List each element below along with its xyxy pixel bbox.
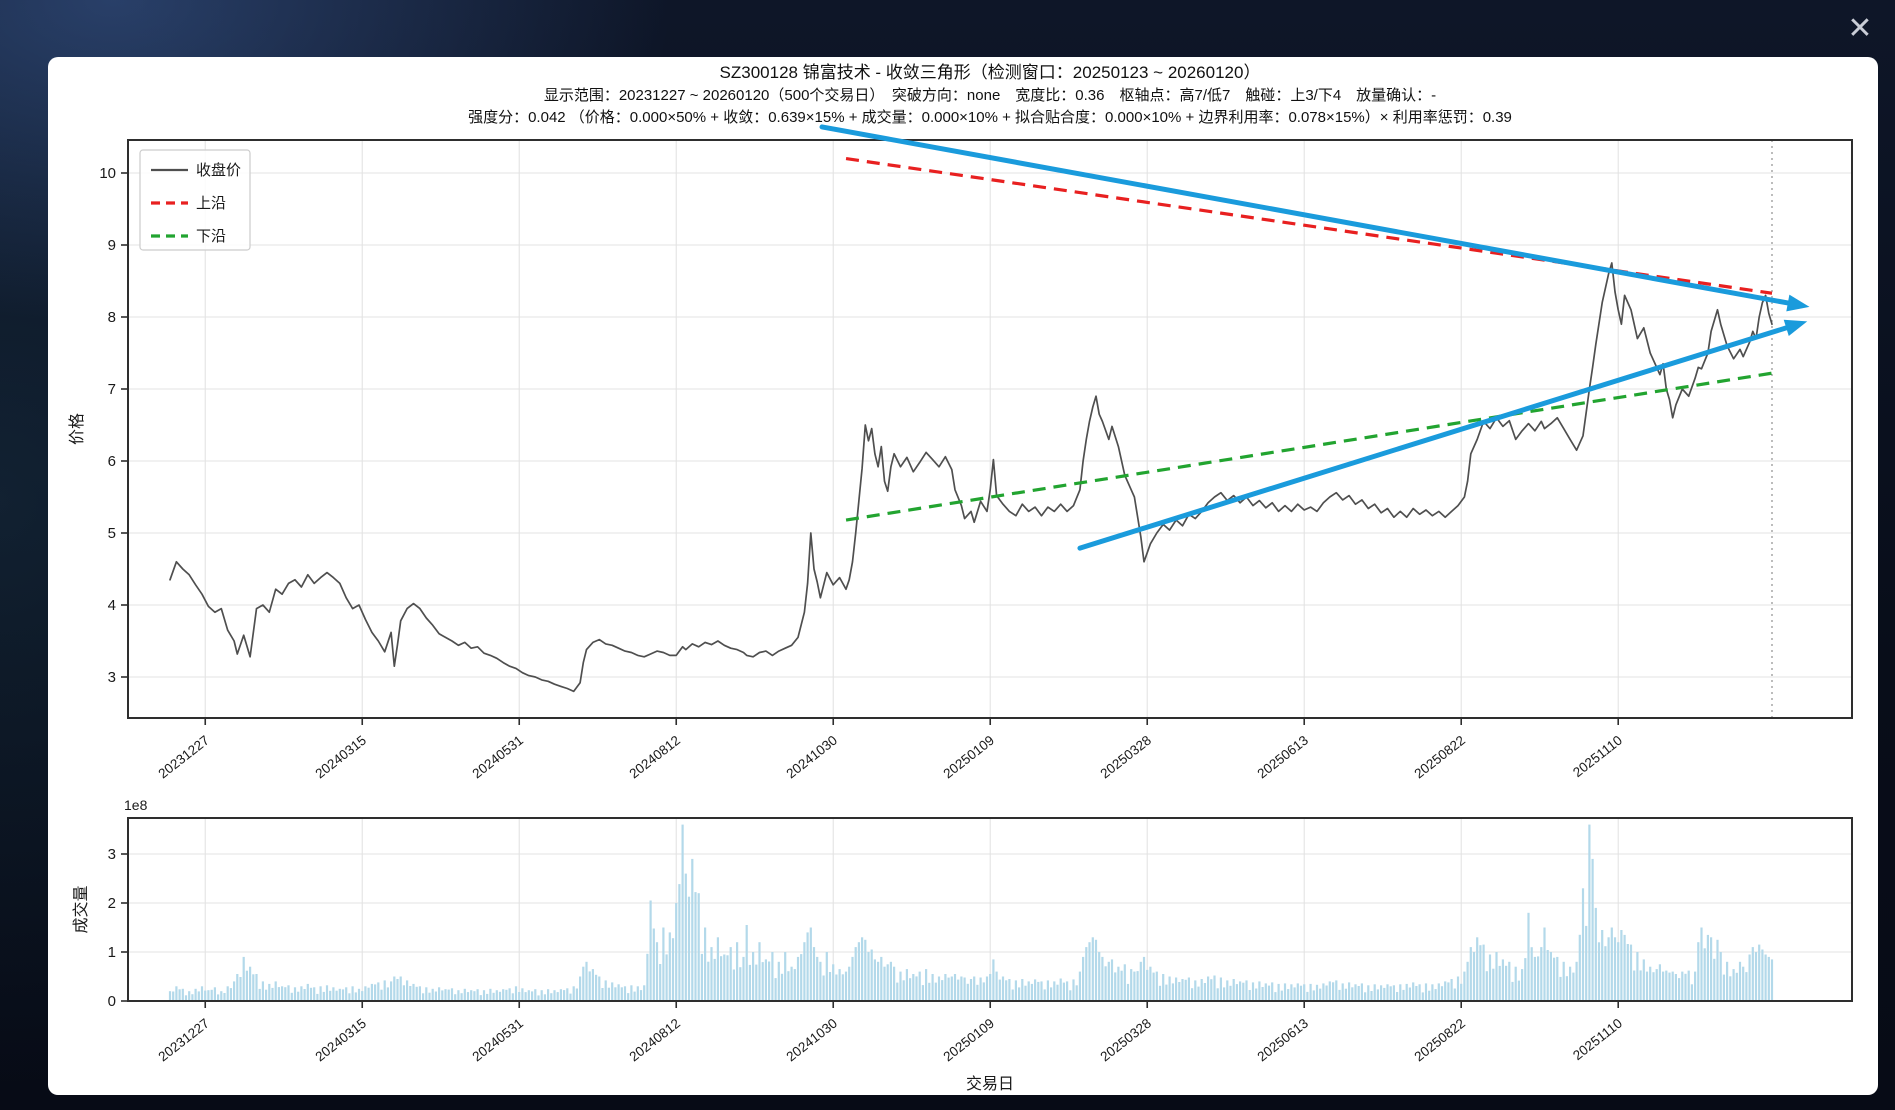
close-button[interactable]: ✕ <box>1838 6 1882 50</box>
chart-params: 强度分：0.042 （价格：0.000×50% + 收敛：0.639×15% +… <box>468 109 1512 126</box>
chart-title: SZ300128 锦富技术 - 收敛三角形（检测窗口：20250123 ~ 20… <box>719 63 1261 82</box>
chart-header: SZ300128 锦富技术 - 收敛三角形（检测窗口：20250123 ~ 20… <box>85 61 1895 129</box>
chart-subtitle: 显示范围：20231227 ~ 20260120（500个交易日） 突破方向：n… <box>543 87 1437 104</box>
chart-modal <box>48 57 1878 1095</box>
